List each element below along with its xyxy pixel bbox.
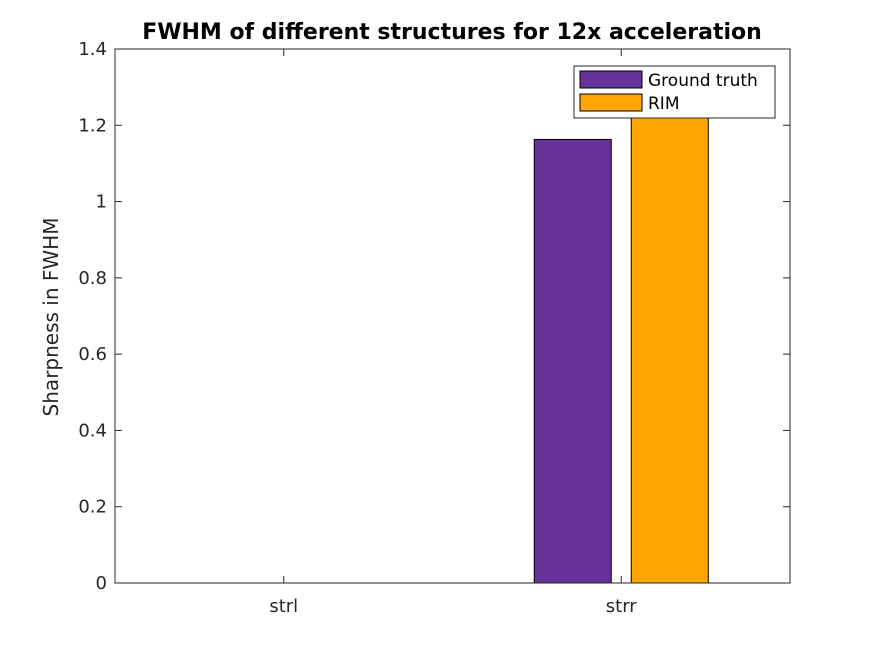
bars <box>533 115 709 583</box>
y-axis-label: Sharpness in FWHM <box>39 218 63 417</box>
y-tick-label: 0 <box>96 573 107 594</box>
legend-swatch <box>579 70 643 89</box>
y-tick-label: 1.2 <box>78 115 107 136</box>
y-tick-label: 1.4 <box>78 39 107 60</box>
legend-swatch <box>579 93 643 112</box>
legend: Ground truth RIM <box>573 65 776 119</box>
x-tick-label: strr <box>606 596 638 617</box>
x-tick-label: strl <box>269 596 298 617</box>
y-tick-label: 0.8 <box>78 268 107 289</box>
bar-rim-strr <box>630 115 709 583</box>
axes-frame <box>114 48 791 584</box>
y-tick-label: 0.2 <box>78 497 107 518</box>
bar-ground-truth-strr <box>533 138 612 583</box>
legend-label: RIM <box>648 94 680 114</box>
y-tick-label: 0.4 <box>78 420 107 441</box>
y-tick-label: 1 <box>96 192 107 213</box>
y-tick-label: 0.6 <box>78 344 107 365</box>
plot-area: 0 0.2 0.4 0.6 0.8 1 1.2 1.4 strl strr <box>78 39 791 617</box>
legend-label: Ground truth <box>648 71 758 91</box>
chart-title: FWHM of different structures for 12x acc… <box>142 20 762 45</box>
